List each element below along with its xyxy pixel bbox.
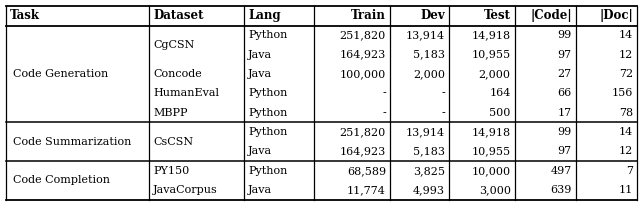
Text: Dataset: Dataset — [153, 9, 204, 22]
Text: -: - — [442, 88, 445, 98]
Text: 72: 72 — [619, 69, 633, 79]
Text: 14,918: 14,918 — [472, 30, 511, 40]
Text: PY150: PY150 — [153, 166, 189, 176]
Text: 17: 17 — [557, 108, 572, 118]
Text: 13,914: 13,914 — [406, 30, 445, 40]
Text: CsCSN: CsCSN — [153, 137, 193, 147]
Text: HumanEval: HumanEval — [153, 88, 219, 98]
Text: 14,918: 14,918 — [472, 127, 511, 137]
Text: 14: 14 — [619, 127, 633, 137]
Text: 3,825: 3,825 — [413, 166, 445, 176]
Text: Python: Python — [248, 108, 287, 118]
Text: 12: 12 — [619, 146, 633, 156]
Text: 100,000: 100,000 — [340, 69, 386, 79]
Text: Code Summarization: Code Summarization — [13, 137, 132, 147]
Text: 99: 99 — [557, 127, 572, 137]
Text: 13,914: 13,914 — [406, 127, 445, 137]
Text: 7: 7 — [626, 166, 633, 176]
Text: Java: Java — [248, 146, 273, 156]
Text: Python: Python — [248, 166, 287, 176]
Text: -: - — [382, 88, 386, 98]
Text: 12: 12 — [619, 50, 633, 60]
Text: 4,993: 4,993 — [413, 185, 445, 195]
Text: Python: Python — [248, 88, 287, 98]
Text: Lang: Lang — [248, 9, 281, 22]
Text: Java: Java — [248, 185, 273, 195]
Text: 97: 97 — [557, 146, 572, 156]
Text: Train: Train — [351, 9, 386, 22]
Text: -: - — [382, 108, 386, 118]
Text: 5,183: 5,183 — [413, 50, 445, 60]
Text: 10,955: 10,955 — [472, 50, 511, 60]
Text: 78: 78 — [619, 108, 633, 118]
Text: Code Completion: Code Completion — [13, 176, 111, 185]
Text: |Doc|: |Doc| — [599, 9, 633, 22]
Text: CgCSN: CgCSN — [153, 40, 195, 50]
Text: Dev: Dev — [420, 9, 445, 22]
Text: 156: 156 — [612, 88, 633, 98]
Text: Python: Python — [248, 30, 287, 40]
Text: Test: Test — [484, 9, 511, 22]
Text: Python: Python — [248, 127, 287, 137]
Text: Code Generation: Code Generation — [13, 69, 109, 79]
Text: Java: Java — [248, 50, 273, 60]
Text: Concode: Concode — [153, 69, 202, 79]
Text: 10,000: 10,000 — [472, 166, 511, 176]
Text: |Code|: |Code| — [530, 9, 572, 22]
Text: 500: 500 — [490, 108, 511, 118]
Text: 497: 497 — [550, 166, 572, 176]
Text: 97: 97 — [557, 50, 572, 60]
Text: 251,820: 251,820 — [340, 127, 386, 137]
Text: -: - — [442, 108, 445, 118]
Text: 11,774: 11,774 — [347, 185, 386, 195]
Text: 10,955: 10,955 — [472, 146, 511, 156]
Text: MBPP: MBPP — [153, 108, 188, 118]
Text: 251,820: 251,820 — [340, 30, 386, 40]
Text: 66: 66 — [557, 88, 572, 98]
Text: JavaCorpus: JavaCorpus — [153, 185, 218, 195]
Text: 639: 639 — [550, 185, 572, 195]
Text: 68,589: 68,589 — [347, 166, 386, 176]
Text: 5,183: 5,183 — [413, 146, 445, 156]
Text: 99: 99 — [557, 30, 572, 40]
Text: Task: Task — [10, 9, 40, 22]
Text: 164,923: 164,923 — [340, 50, 386, 60]
Text: 14: 14 — [619, 30, 633, 40]
Text: Java: Java — [248, 69, 273, 79]
Text: 11: 11 — [619, 185, 633, 195]
Text: 3,000: 3,000 — [479, 185, 511, 195]
Text: 164,923: 164,923 — [340, 146, 386, 156]
Text: 27: 27 — [557, 69, 572, 79]
Text: 164: 164 — [490, 88, 511, 98]
Text: 2,000: 2,000 — [413, 69, 445, 79]
Text: 2,000: 2,000 — [479, 69, 511, 79]
